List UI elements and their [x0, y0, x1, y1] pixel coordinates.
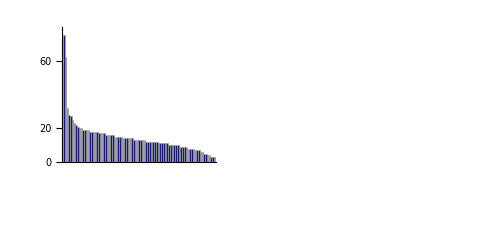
Bar [156, 142, 157, 162]
Bar [132, 138, 133, 162]
Bar [140, 140, 142, 162]
Bar [100, 133, 101, 162]
Bar [87, 130, 89, 162]
Bar [204, 153, 205, 162]
Bar [70, 117, 72, 162]
Bar [170, 145, 171, 162]
Bar [214, 157, 216, 162]
Bar [103, 133, 105, 162]
Bar [186, 147, 187, 162]
Bar [102, 133, 103, 162]
Bar [67, 108, 68, 162]
Bar [200, 152, 201, 162]
Bar [163, 144, 165, 162]
Bar [91, 132, 93, 162]
Bar [179, 147, 180, 162]
Bar [121, 137, 122, 162]
Bar [161, 144, 163, 162]
Bar [118, 137, 119, 162]
Bar [137, 140, 138, 162]
Bar [86, 130, 87, 162]
Bar [154, 142, 156, 162]
Bar [151, 142, 152, 162]
Bar [202, 152, 203, 162]
Bar [147, 142, 149, 162]
Bar [194, 150, 196, 162]
Bar [75, 125, 77, 162]
Bar [119, 137, 120, 162]
Bar [189, 148, 191, 162]
Bar [159, 144, 161, 162]
Bar [84, 130, 85, 162]
Bar [180, 147, 182, 162]
Bar [207, 155, 208, 162]
Bar [114, 137, 116, 162]
Bar [126, 138, 128, 162]
Bar [210, 157, 212, 162]
Bar [168, 145, 170, 162]
Bar [128, 138, 130, 162]
Bar [108, 135, 110, 162]
Bar [158, 144, 159, 162]
Bar [96, 132, 98, 162]
Bar [172, 145, 173, 162]
Bar [196, 150, 198, 162]
Bar [175, 145, 177, 162]
Bar [65, 57, 66, 162]
Bar [112, 135, 114, 162]
Bar [142, 140, 144, 162]
Bar [205, 153, 206, 162]
Bar [153, 142, 154, 162]
Bar [63, 35, 65, 162]
Bar [81, 128, 82, 162]
Bar [110, 135, 112, 162]
Bar [165, 144, 166, 162]
Bar [95, 132, 96, 162]
Bar [135, 140, 136, 162]
Bar [116, 137, 117, 162]
Bar [68, 115, 70, 162]
Bar [208, 155, 210, 162]
Bar [138, 140, 140, 162]
Bar [79, 128, 80, 162]
Bar [72, 120, 73, 162]
Bar [107, 135, 108, 162]
Bar [93, 132, 95, 162]
Bar [167, 144, 168, 162]
Bar [124, 138, 126, 162]
Bar [82, 130, 84, 162]
Bar [73, 123, 75, 162]
Bar [212, 157, 214, 162]
Bar [145, 142, 147, 162]
Bar [98, 133, 100, 162]
Bar [89, 132, 91, 162]
Bar [77, 126, 79, 162]
Bar [182, 147, 184, 162]
Bar [191, 148, 192, 162]
Bar [184, 147, 186, 162]
Bar [144, 140, 145, 162]
Bar [198, 150, 200, 162]
Bar [133, 140, 135, 162]
Bar [177, 145, 179, 162]
Bar [122, 138, 124, 162]
Bar [149, 142, 151, 162]
Bar [173, 145, 175, 162]
Bar [130, 138, 131, 162]
Bar [188, 148, 189, 162]
Bar [193, 148, 194, 162]
Bar [105, 135, 107, 162]
